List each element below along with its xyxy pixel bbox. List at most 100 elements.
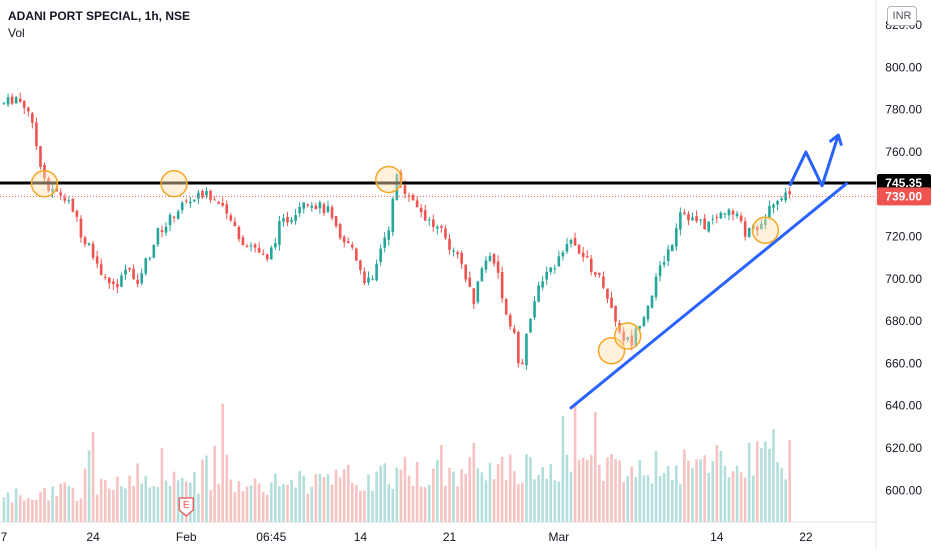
volume-bar [695, 459, 698, 522]
candle-body [51, 188, 54, 192]
volume-bar [241, 491, 245, 522]
volume-bar [743, 477, 747, 522]
x-tick-label: 21 [443, 530, 457, 544]
volume-bar [164, 480, 168, 522]
currency-badge[interactable]: INR [887, 6, 917, 26]
volume-bar [513, 471, 516, 522]
volume-bar [577, 459, 581, 522]
candle-body [764, 218, 767, 226]
candle-body [156, 228, 160, 245]
highlight-circle[interactable] [30, 169, 59, 198]
candle-body [2, 102, 6, 104]
volume-bar [553, 480, 557, 522]
volume-bar [650, 483, 654, 522]
volume-bar [270, 482, 273, 522]
volume-bar [265, 494, 269, 522]
candle-body [334, 216, 338, 227]
volume-bar [504, 480, 508, 522]
candle-body [43, 164, 46, 179]
candle-body [95, 256, 99, 264]
candle-body [772, 204, 775, 208]
volume-bar [375, 471, 378, 522]
candle-body [265, 254, 269, 260]
volume-bar [99, 478, 103, 522]
candle-body [675, 228, 678, 247]
volume-bar [415, 461, 419, 522]
volume-bar [140, 483, 143, 522]
highlight-circle[interactable] [160, 169, 188, 198]
candle-body [646, 305, 650, 320]
volume-bar [565, 454, 569, 522]
volume-bar [626, 476, 629, 522]
volume-bar [95, 494, 99, 522]
candle-body [395, 174, 399, 200]
candle-body [484, 260, 488, 270]
volume-bar [452, 471, 455, 522]
volume-bar [472, 442, 476, 522]
candle-body [221, 202, 224, 206]
volume-bar [160, 447, 164, 522]
volume-bar [156, 487, 160, 522]
highlight-circle[interactable] [375, 165, 403, 194]
candle-body [180, 202, 184, 211]
candle-body [569, 239, 573, 244]
volume-bar [581, 457, 585, 522]
candle-body [407, 195, 411, 197]
volume-bar [395, 467, 399, 522]
volume-bar [561, 416, 565, 522]
candle-body [683, 212, 686, 214]
candle-body [322, 204, 326, 213]
candle-body [472, 288, 476, 304]
volume-bar [205, 455, 208, 522]
candle-body [18, 98, 22, 102]
candle-body [691, 217, 694, 221]
candle-body [160, 230, 164, 233]
volume-bar [739, 472, 743, 522]
candle-body [233, 221, 237, 227]
volume-bar [338, 477, 342, 522]
candle-body [363, 271, 366, 284]
candle-body [427, 219, 431, 221]
candle-body [237, 226, 241, 240]
candle-body [294, 215, 297, 221]
y-tick-label: 760.00 [885, 145, 922, 159]
candle-body [444, 228, 447, 239]
candle-body [419, 207, 423, 213]
volume-bar [172, 471, 176, 522]
candle-body [508, 315, 512, 327]
volume-bar [464, 473, 467, 522]
candle-body [71, 198, 75, 212]
candle-body [468, 277, 472, 287]
support-trendline[interactable] [569, 182, 848, 410]
candle-body [318, 202, 322, 209]
volume-bar [213, 445, 216, 522]
candle-body [27, 107, 30, 112]
projection-arrowhead [828, 133, 843, 147]
candle-body [488, 256, 492, 261]
volume-bar [47, 500, 50, 522]
candle-body [541, 281, 544, 288]
volume-bar [654, 451, 658, 522]
price-axis[interactable] [876, 0, 932, 550]
candle-body [577, 244, 581, 254]
candle-body [476, 281, 480, 303]
volume-bar [176, 480, 180, 522]
volume-bar [642, 475, 646, 522]
candle-body [699, 219, 702, 221]
earnings-event-marker[interactable]: E [178, 497, 194, 517]
volume-bar [468, 457, 472, 522]
volume-bar [521, 482, 524, 522]
volume-bar [508, 454, 512, 522]
volume-bar [500, 456, 504, 522]
highlight-circle[interactable] [751, 216, 780, 244]
volume-bar [10, 502, 14, 522]
highlight-circle[interactable] [613, 322, 642, 350]
candle-body [124, 269, 127, 275]
volume-bar [618, 460, 621, 522]
volume-bar [699, 459, 702, 522]
volume-bar [334, 469, 338, 522]
projection-path[interactable] [788, 134, 840, 188]
symbol-title[interactable]: ADANI PORT SPECIAL, 1h, NSE [8, 9, 191, 23]
